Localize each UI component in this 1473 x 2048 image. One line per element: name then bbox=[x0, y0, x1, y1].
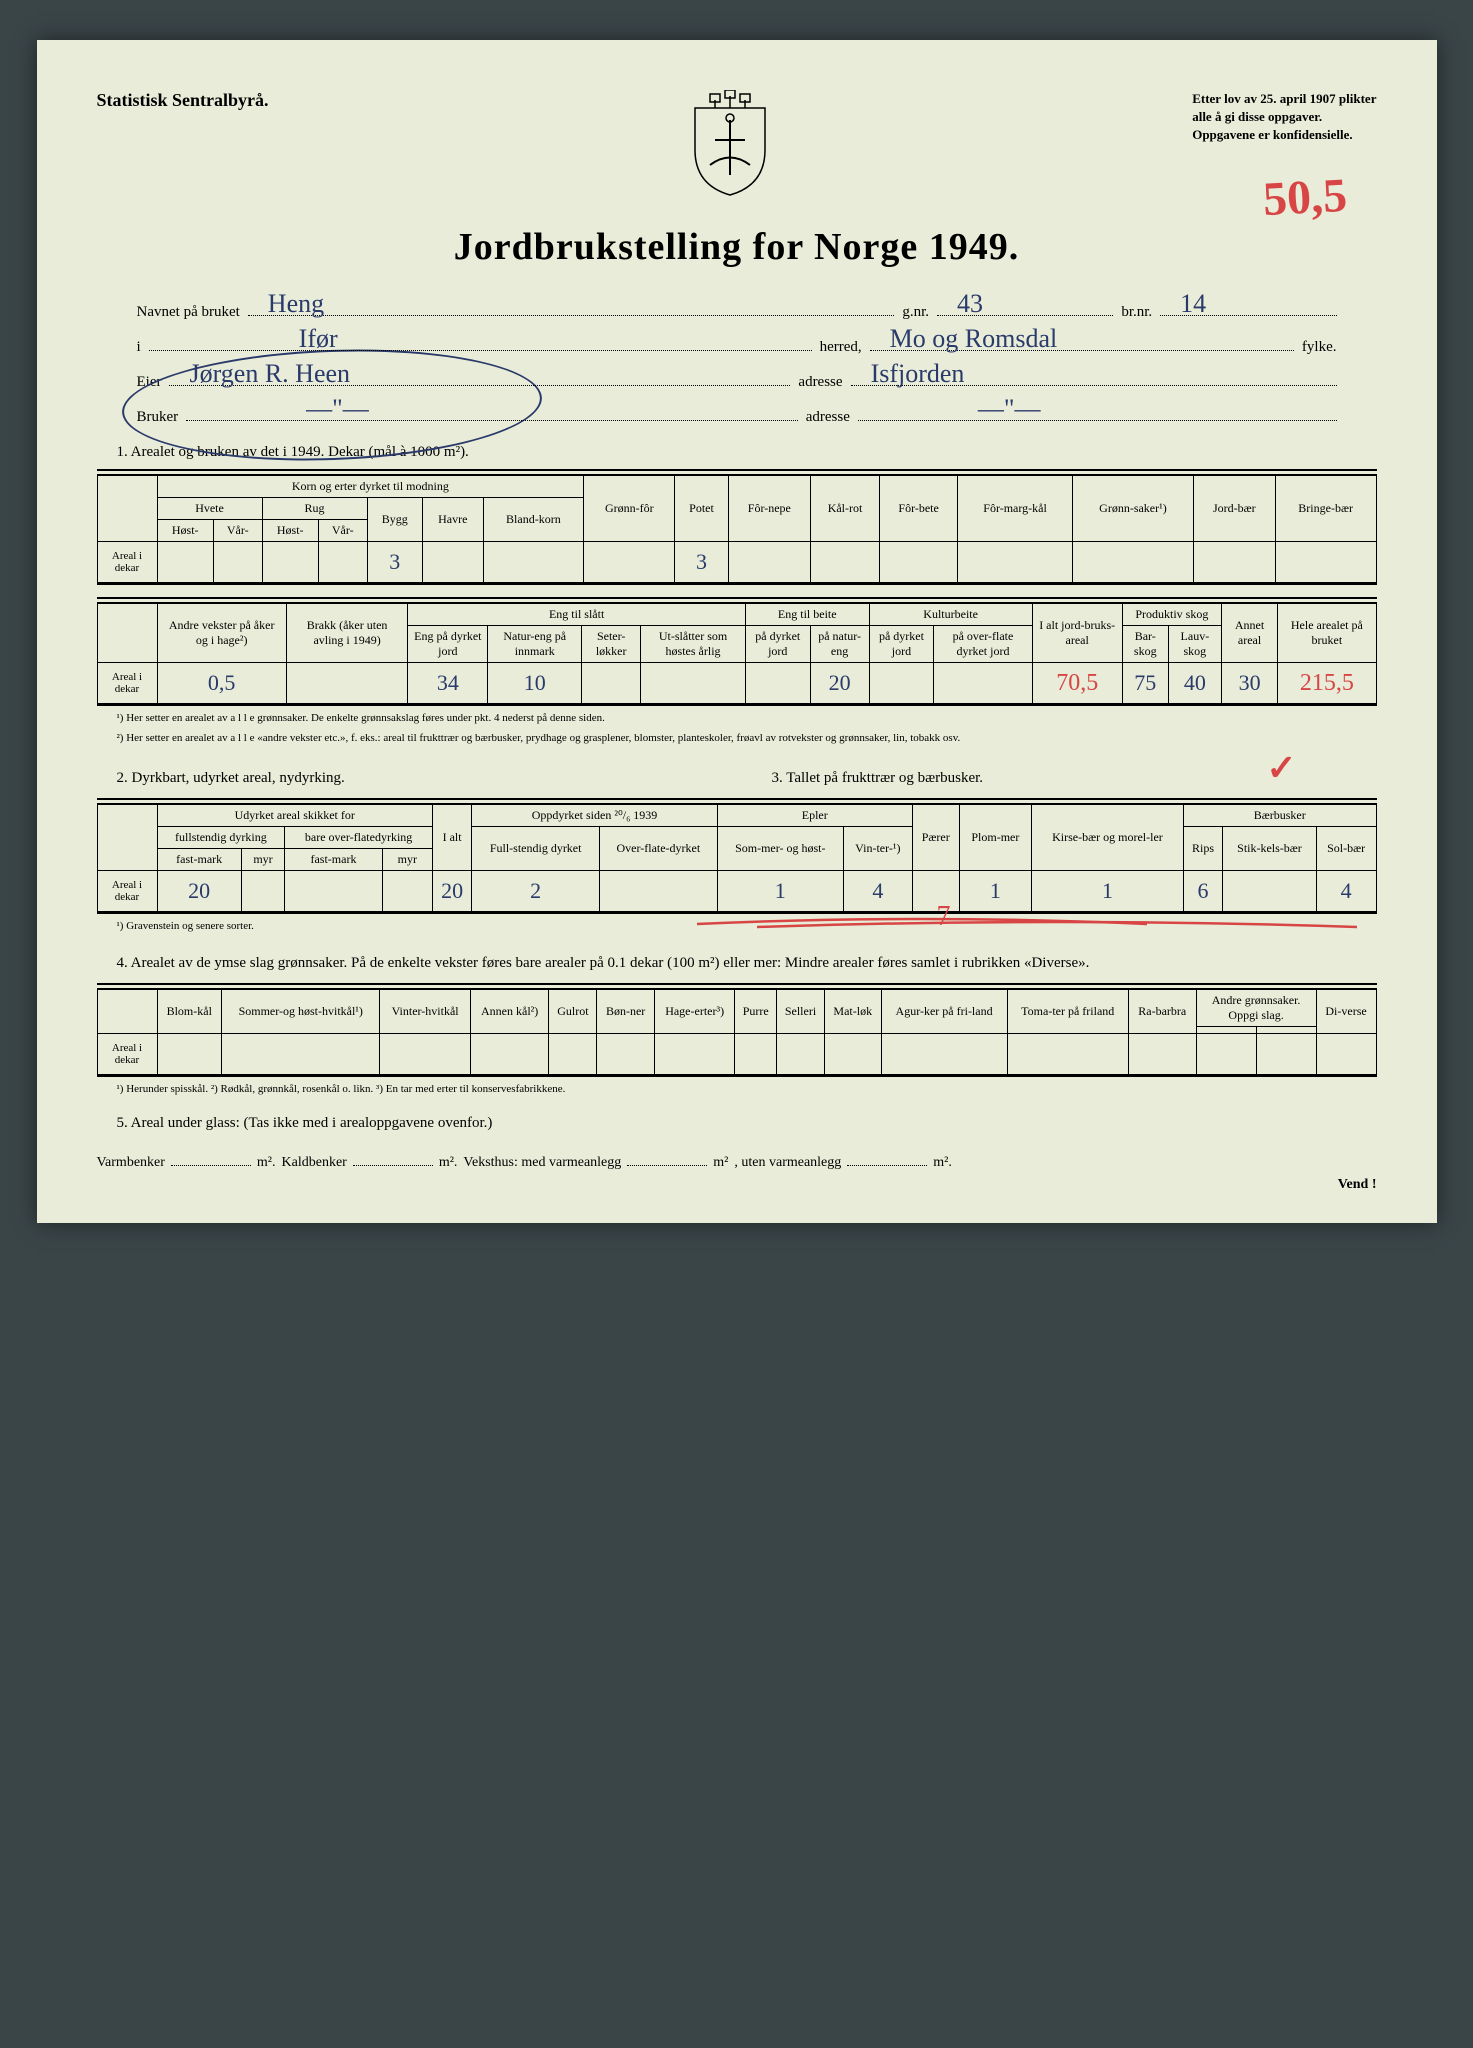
kirse-value: 1 bbox=[1032, 870, 1184, 912]
lauvskog-value: 40 bbox=[1168, 663, 1221, 705]
gnr-label: g.nr. bbox=[902, 304, 929, 321]
s2-fast-value: 20 bbox=[157, 870, 241, 912]
table-2-3: Udyrket areal skikket for I alt Oppdyrke… bbox=[97, 804, 1377, 914]
farm-identity-block: Navnet på bruket Heng g.nr. 43 br.nr. 14… bbox=[97, 294, 1377, 426]
red-check-mark: ✓ bbox=[1266, 747, 1296, 789]
bruker-value: —"— bbox=[306, 394, 369, 424]
navnet-value: Heng bbox=[268, 289, 324, 319]
footnote-3: ¹) Gravenstein og senere sorter. bbox=[117, 919, 1357, 934]
bruker-label: Bruker bbox=[137, 409, 179, 426]
table-1a: Korn og erter dyrket til modning Grønn-f… bbox=[97, 475, 1377, 585]
table-4: Blom-kål Sommer-og høst-hvitkål¹) Vinter… bbox=[97, 989, 1377, 1077]
nateng-value: 10 bbox=[488, 663, 582, 705]
eier-value: Jørgen R. Heen bbox=[189, 359, 350, 389]
census-form-page: Statistisk Sentralbyrå. Etter lov av 25.… bbox=[37, 40, 1437, 1223]
section5-title: 5. Areal under glass: (Tas ikke med i ar… bbox=[117, 1115, 1377, 1132]
section2-title: 2. Dyrkbart, udyrket areal, nydyrking. bbox=[117, 770, 722, 787]
table-1b: Andre vekster på åker og i hage²) Brakk … bbox=[97, 603, 1377, 706]
i-label: i bbox=[137, 339, 141, 356]
footnote-1: ¹) Her setter en arealet av a l l e grøn… bbox=[117, 711, 1357, 726]
i-value: Ifør bbox=[299, 324, 338, 354]
epler-som-value: 1 bbox=[717, 870, 843, 912]
header-row: Statistisk Sentralbyrå. Etter lov av 25.… bbox=[97, 90, 1377, 205]
red-7-annotation: 7 bbox=[937, 901, 951, 933]
adresse-value: Isfjorden bbox=[871, 359, 965, 389]
adresse2-value: —"— bbox=[978, 394, 1041, 424]
hele-value: 215,5 bbox=[1278, 663, 1376, 705]
plom-value: 1 bbox=[959, 870, 1031, 912]
s2-ialt-value: 20 bbox=[432, 870, 471, 912]
section1-title: 1. Arealet og bruken av det i 1949. Deka… bbox=[117, 444, 1377, 461]
coat-of-arms bbox=[685, 90, 775, 205]
andre-value: 0,5 bbox=[157, 663, 286, 705]
s2-full-value: 2 bbox=[472, 870, 600, 912]
brnr-label: br.nr. bbox=[1121, 304, 1152, 321]
brnr-value: 14 bbox=[1180, 289, 1206, 319]
legal-text: Etter lov av 25. april 1907 plikter alle… bbox=[1192, 90, 1376, 145]
eng-dyrk-value: 34 bbox=[408, 663, 488, 705]
adresse-label: adresse bbox=[798, 374, 842, 391]
section4-title: 4. Arealet av de ymse slag grønnsaker. P… bbox=[117, 952, 1377, 975]
sol-value: 4 bbox=[1316, 870, 1376, 912]
eier-label: Eier bbox=[137, 374, 162, 391]
vend-label: Vend ! bbox=[97, 1177, 1377, 1193]
herred-value: Mo og Romsdal bbox=[890, 324, 1058, 354]
barskog-value: 75 bbox=[1122, 663, 1168, 705]
fylke-label: fylke. bbox=[1302, 339, 1337, 356]
footnote-4: ¹) Herunder spisskål. ²) Rødkål, grønnkå… bbox=[117, 1082, 1357, 1097]
ialt-value: 70,5 bbox=[1032, 663, 1122, 705]
main-title: Jordbrukstelling for Norge 1949. bbox=[97, 225, 1377, 269]
potet-value: 3 bbox=[675, 542, 728, 584]
rips-value: 6 bbox=[1183, 870, 1222, 912]
org-name: Statistisk Sentralbyrå. bbox=[97, 90, 269, 111]
bygg-value: 3 bbox=[367, 542, 422, 584]
footnote-2: ²) Her setter en arealet av a l l e «and… bbox=[117, 731, 1357, 746]
gnr-value: 43 bbox=[957, 289, 983, 319]
navnet-label: Navnet på bruket bbox=[137, 304, 240, 321]
adresse2-label: adresse bbox=[806, 409, 850, 426]
herred-label: herred, bbox=[820, 339, 862, 356]
annet-value: 30 bbox=[1221, 663, 1277, 705]
epler-vin-value: 4 bbox=[843, 870, 912, 912]
beite-nat-value: 20 bbox=[810, 663, 869, 705]
section5-line: Varmbenkerm². Kaldbenkerm². Veksthus: me… bbox=[97, 1144, 1377, 1171]
page-number-annotation: 50,5 bbox=[1261, 168, 1348, 227]
